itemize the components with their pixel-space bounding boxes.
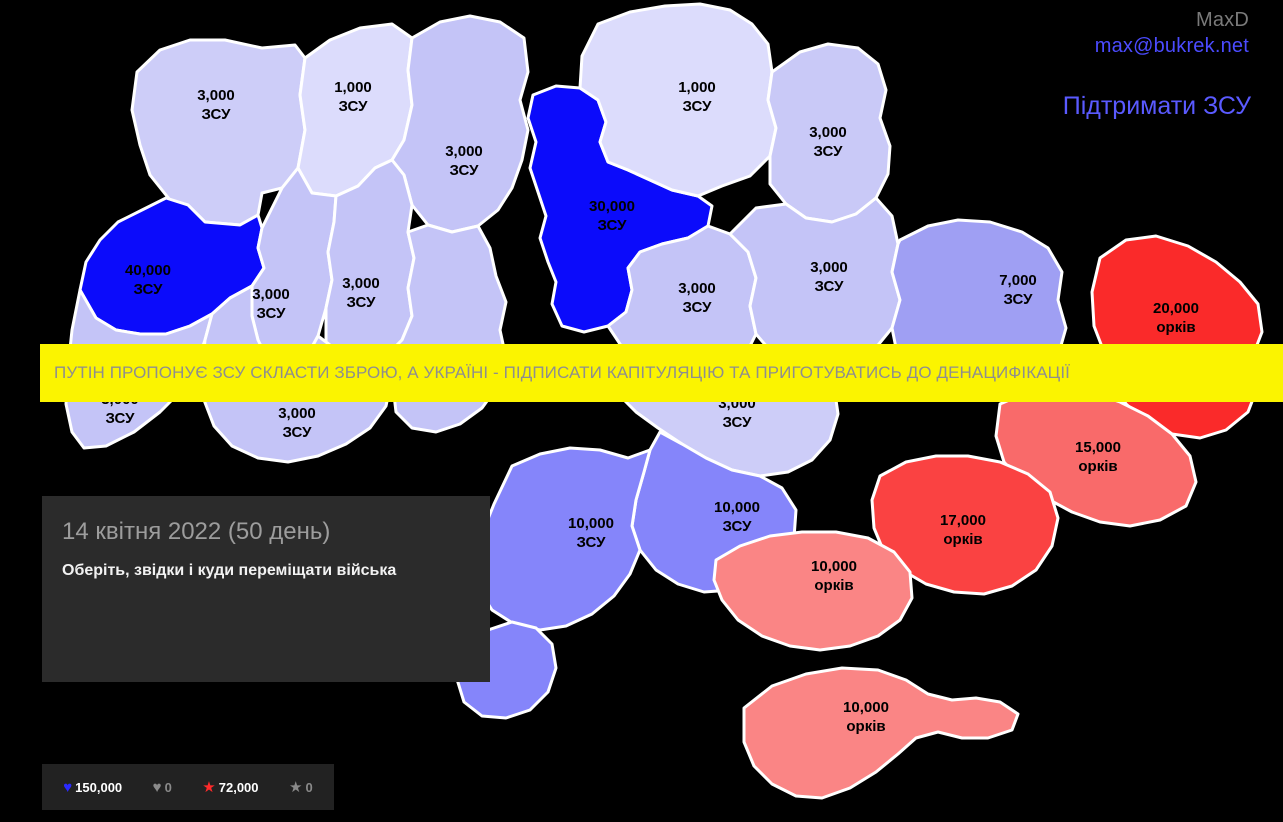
region-zaporizhzhia[interactable] xyxy=(712,530,914,652)
region-label-zaporizhzhia: 10,000 орків xyxy=(811,558,857,594)
credits-block: MaxD max@bukrek.net xyxy=(1095,8,1249,59)
star-icon: ★ xyxy=(289,778,303,796)
region-label-volyn: 3,000 ЗСУ xyxy=(197,87,235,123)
region-label-chernivtsi: 3,000 ЗСУ xyxy=(278,405,316,441)
region-poltava[interactable] xyxy=(728,196,902,368)
region-label-kharkiv: 7,000 ЗСУ xyxy=(999,272,1037,308)
instruction-label: Оберіть, звідки і куди переміщати військ… xyxy=(62,562,397,579)
news-ticker-text: ПУТІН ПРОПОНУЄ ЗСУ СКЛАСТИ ЗБРОЮ, А УКРА… xyxy=(54,363,1070,382)
region-label-crimea: 10,000 орків xyxy=(843,699,889,735)
heart-icon: ♥ xyxy=(152,778,162,796)
region-label-ternopil: 3,000 ЗСУ xyxy=(252,286,290,322)
stat-value: 150,000 xyxy=(75,779,123,795)
region-label-sumy: 3,000 ЗСУ xyxy=(809,124,847,160)
region-label-cherkasy: 3,000 ЗСУ xyxy=(678,280,716,316)
stat-item-2[interactable]: ★ 72,000 xyxy=(202,780,258,795)
region-label-dnipro: 15,000 орків xyxy=(1075,439,1121,475)
region-label-mykolaiv: 10,000 ЗСУ xyxy=(714,499,760,535)
region-label-luhansk: 20,000 орків xyxy=(1153,300,1199,336)
star-icon: ★ xyxy=(202,778,216,796)
news-ticker: ПУТІН ПРОПОНУЄ ЗСУ СКЛАСТИ ЗБРОЮ, А УКРА… xyxy=(40,344,1283,402)
stat-item-3[interactable]: ★ 0 xyxy=(289,780,313,795)
region-crimea[interactable] xyxy=(742,666,1020,800)
stat-value: 72,000 xyxy=(218,779,259,795)
region-label-odesa: 10,000 ЗСУ xyxy=(568,515,614,551)
region-label-rivne: 1,000 ЗСУ xyxy=(334,79,372,115)
author-email[interactable]: max@bukrek.net xyxy=(1094,34,1249,57)
author-name: MaxD xyxy=(1195,9,1249,31)
stats-bar: ♥ 150,000 ♥ 0 ★ 72,000 ★ 0 xyxy=(42,764,334,810)
current-date-label: 14 квітня 2022 (50 день) xyxy=(62,518,331,545)
stat-item-1[interactable]: ♥ 0 xyxy=(153,780,172,795)
region-label-chernihiv: 1,000 ЗСУ xyxy=(678,79,716,115)
region-label-kyiv: 30,000 ЗСУ xyxy=(589,198,635,234)
region-label-lviv: 40,000 ЗСУ xyxy=(125,262,171,298)
heart-icon: ♥ xyxy=(63,778,73,796)
region-odesa[interactable] xyxy=(472,446,652,632)
stat-item-0[interactable]: ♥ 150,000 xyxy=(63,780,122,795)
region-ternopil[interactable] xyxy=(250,166,338,368)
region-label-khmelnytskyi: 3,000 ЗСУ xyxy=(342,275,380,311)
region-zhytomyr[interactable] xyxy=(390,14,530,234)
region-label-zhytomyr: 3,000 ЗСУ xyxy=(445,143,483,179)
support-zsu-link[interactable]: Підтримати ЗСУ xyxy=(1062,92,1251,120)
stat-value: 0 xyxy=(164,779,172,795)
region-chernihiv[interactable] xyxy=(578,2,778,198)
info-panel: 14 квітня 2022 (50 день) Оберіть, звідки… xyxy=(42,496,490,682)
region-label-poltava: 3,000 ЗСУ xyxy=(810,259,848,295)
region-label-donetsk: 17,000 орків xyxy=(940,512,986,548)
stat-value: 0 xyxy=(305,779,313,795)
